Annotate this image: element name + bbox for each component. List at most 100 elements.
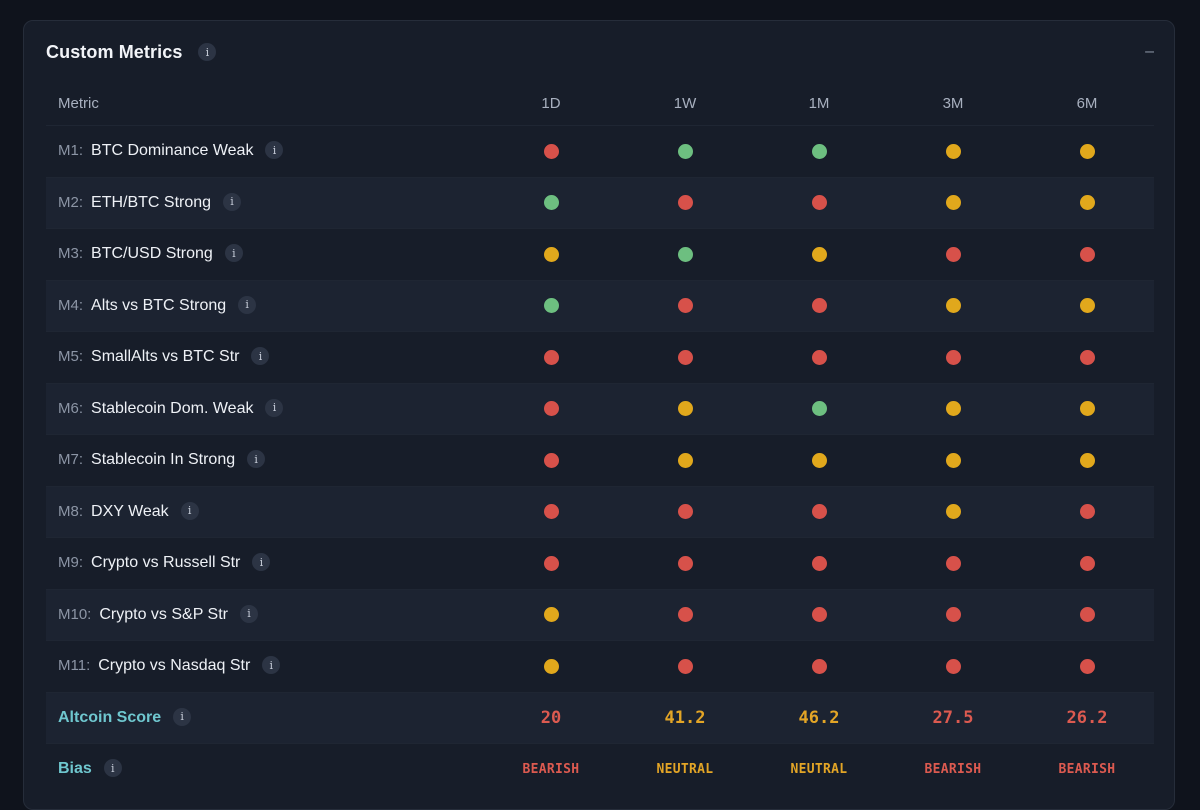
signal-cell-3m: [886, 279, 1020, 332]
status-dot-red: [677, 349, 693, 365]
signal-cell-1w: [618, 434, 752, 486]
metric-label: BTC/USD Strong: [91, 245, 213, 263]
status-dot-yellow: [945, 401, 961, 417]
signal-cell-6m: [1020, 382, 1154, 435]
metric-row: M1: BTC Dominance Weak i: [46, 125, 1154, 177]
info-icon[interactable]: i: [251, 347, 270, 366]
signal-cell-3m: [886, 382, 1020, 435]
status-dot-yellow: [1079, 195, 1095, 211]
metric-row: M3: BTC/USD Strong i: [46, 228, 1154, 280]
metric-name-cell: M7: Stablecoin In Strong i: [46, 434, 484, 486]
info-icon[interactable]: i: [265, 141, 284, 160]
signal-cell-1w: [618, 331, 752, 383]
status-dot-green: [811, 143, 827, 159]
signal-cell-3m: [886, 434, 1020, 486]
metric-row: M9: Crypto vs Russell Str i: [46, 537, 1154, 589]
status-dot-yellow: [945, 143, 961, 159]
metric-label: Stablecoin In Strong: [91, 451, 236, 469]
metric-name-cell: M6: Stablecoin Dom. Weak i: [46, 382, 484, 435]
signal-cell-1d: [484, 434, 618, 486]
info-icon[interactable]: i: [240, 604, 258, 623]
status-dot-red: [677, 658, 693, 674]
info-icon[interactable]: i: [252, 553, 271, 572]
status-dot-yellow: [811, 452, 827, 468]
status-dot-red: [1079, 504, 1095, 520]
metric-label: ETH/BTC Strong: [91, 193, 212, 211]
collapse-button[interactable]: –: [1145, 43, 1154, 60]
bias-cell-6m: BEARISH: [1020, 743, 1154, 795]
status-dot-yellow: [543, 246, 559, 262]
signal-cell-6m: [1020, 176, 1154, 229]
metric-name-cell: M8: DXY Weak i: [46, 485, 484, 538]
status-dot-red: [945, 555, 961, 571]
status-dot-yellow: [945, 504, 961, 520]
score-value-1d: 20: [540, 707, 562, 728]
info-icon[interactable]: i: [262, 656, 281, 675]
info-icon[interactable]: i: [247, 450, 266, 469]
status-dot-red: [1079, 349, 1095, 365]
signal-cell-3m: [886, 331, 1020, 383]
signal-cell-3m: [886, 537, 1020, 589]
info-icon[interactable]: i: [224, 244, 243, 263]
signal-cell-1m: [752, 125, 886, 177]
signal-cell-1d: [484, 228, 618, 280]
info-icon[interactable]: i: [173, 707, 192, 726]
signal-cell-1d: [484, 125, 618, 177]
column-header-metric: Metric: [58, 94, 99, 112]
status-dot-red: [811, 349, 827, 365]
info-icon[interactable]: i: [103, 759, 122, 778]
metric-row: M10: Crypto vs S&P Str i: [46, 588, 1154, 641]
column-header-1d: 1D: [541, 94, 561, 112]
metric-row: M2: ETH/BTC Strong i: [46, 176, 1154, 229]
info-icon[interactable]: i: [180, 501, 199, 520]
status-dot-red: [811, 555, 827, 571]
score-cell-1w: 41.2: [618, 691, 752, 744]
metric-name-cell: M1: BTC Dominance Weak i: [46, 125, 484, 177]
signal-cell-1d: [484, 382, 618, 435]
info-icon[interactable]: i: [223, 192, 242, 211]
signal-cell-1d: [484, 537, 618, 589]
status-dot-green: [811, 401, 827, 417]
signal-cell-3m: [886, 228, 1020, 280]
signal-cell-1w: [618, 176, 752, 229]
bias-label-cell: Bias i: [46, 743, 484, 795]
metric-name-cell: M2: ETH/BTC Strong i: [46, 176, 484, 229]
score-cell-1m: 46.2: [752, 691, 886, 744]
metric-row: M8: DXY Weak i: [46, 485, 1154, 538]
header-row: Metric 1D 1W 1M 3M 6M: [46, 81, 1154, 126]
signal-cell-1w: [618, 279, 752, 332]
metric-label: BTC Dominance Weak: [91, 142, 254, 160]
column-header-3m: 3M: [942, 94, 964, 112]
metric-id: M9:: [58, 554, 84, 572]
info-icon[interactable]: i: [265, 398, 284, 417]
info-icon[interactable]: i: [238, 295, 257, 314]
metrics-table: Metric 1D 1W 1M 3M 6M M1: BTC Dominance W…: [46, 81, 1154, 795]
info-icon[interactable]: i: [198, 43, 217, 61]
bias-value-1w: NEUTRAL: [656, 762, 714, 778]
status-dot-red: [945, 349, 961, 365]
signal-cell-6m: [1020, 588, 1154, 641]
status-dot-red: [945, 607, 961, 623]
signal-cell-3m: [886, 485, 1020, 538]
status-dot-yellow: [945, 298, 961, 314]
column-header-1w: 1W: [673, 94, 697, 112]
status-dot-red: [811, 658, 827, 674]
altcoin-score-row: Altcoin Score i 20 41.2 46.2 27.5 26.2: [46, 691, 1154, 744]
status-dot-green: [677, 143, 693, 159]
metric-label: Crypto vs S&P Str: [99, 605, 228, 623]
signal-cell-1w: [618, 382, 752, 435]
signal-cell-3m: [886, 588, 1020, 641]
bias-row: Bias i BEARISH NEUTRAL NEUTRAL BEARISH BE…: [46, 743, 1154, 795]
altcoin-score-label: Altcoin Score: [58, 708, 162, 726]
status-dot-red: [811, 607, 827, 623]
column-header-6m: 6M: [1076, 94, 1098, 112]
signal-cell-1w: [618, 640, 752, 692]
signal-cell-1m: [752, 485, 886, 538]
metric-id: M2:: [58, 193, 84, 211]
status-dot-red: [1079, 246, 1095, 262]
metric-row: M6: Stablecoin Dom. Weak i: [46, 382, 1154, 435]
status-dot-yellow: [1079, 143, 1095, 159]
status-dot-yellow: [677, 401, 693, 417]
metric-id: M7:: [58, 451, 84, 469]
status-dot-green: [543, 195, 559, 211]
